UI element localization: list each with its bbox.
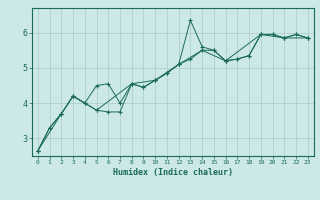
X-axis label: Humidex (Indice chaleur): Humidex (Indice chaleur) <box>113 168 233 177</box>
